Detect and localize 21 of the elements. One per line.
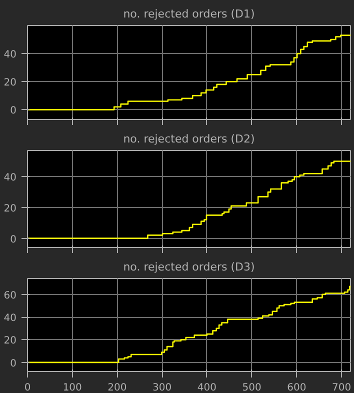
y-tick-label: 0 [10, 234, 17, 246]
x-tick-label: 400 [197, 382, 216, 393]
chart-title: no. rejected orders (D1) [123, 8, 255, 20]
y-tick-label: 20 [4, 336, 17, 347]
y-tick-label: 20 [4, 203, 17, 214]
y-tick-label: 0 [10, 106, 17, 117]
x-tick-label: 300 [152, 382, 172, 393]
x-tick-label: 100 [62, 382, 82, 393]
chart-title: no. rejected orders (D2) [123, 132, 255, 146]
y-tick-label: 40 [4, 172, 17, 184]
chart-title: no. rejected orders (D3) [123, 260, 255, 274]
y-tick-label: 0 [10, 358, 17, 370]
x-tick-label: 0 [24, 382, 31, 393]
x-tick-label: 700 [332, 382, 352, 393]
y-tick-label: 20 [4, 78, 17, 89]
x-tick-label: 200 [108, 382, 127, 393]
y-tick-label: 40 [4, 313, 17, 324]
y-tick-label: 60 [4, 290, 17, 302]
y-tick-label: 40 [4, 50, 17, 61]
x-tick-label: 600 [287, 382, 306, 393]
x-tick-label: 500 [242, 382, 262, 393]
